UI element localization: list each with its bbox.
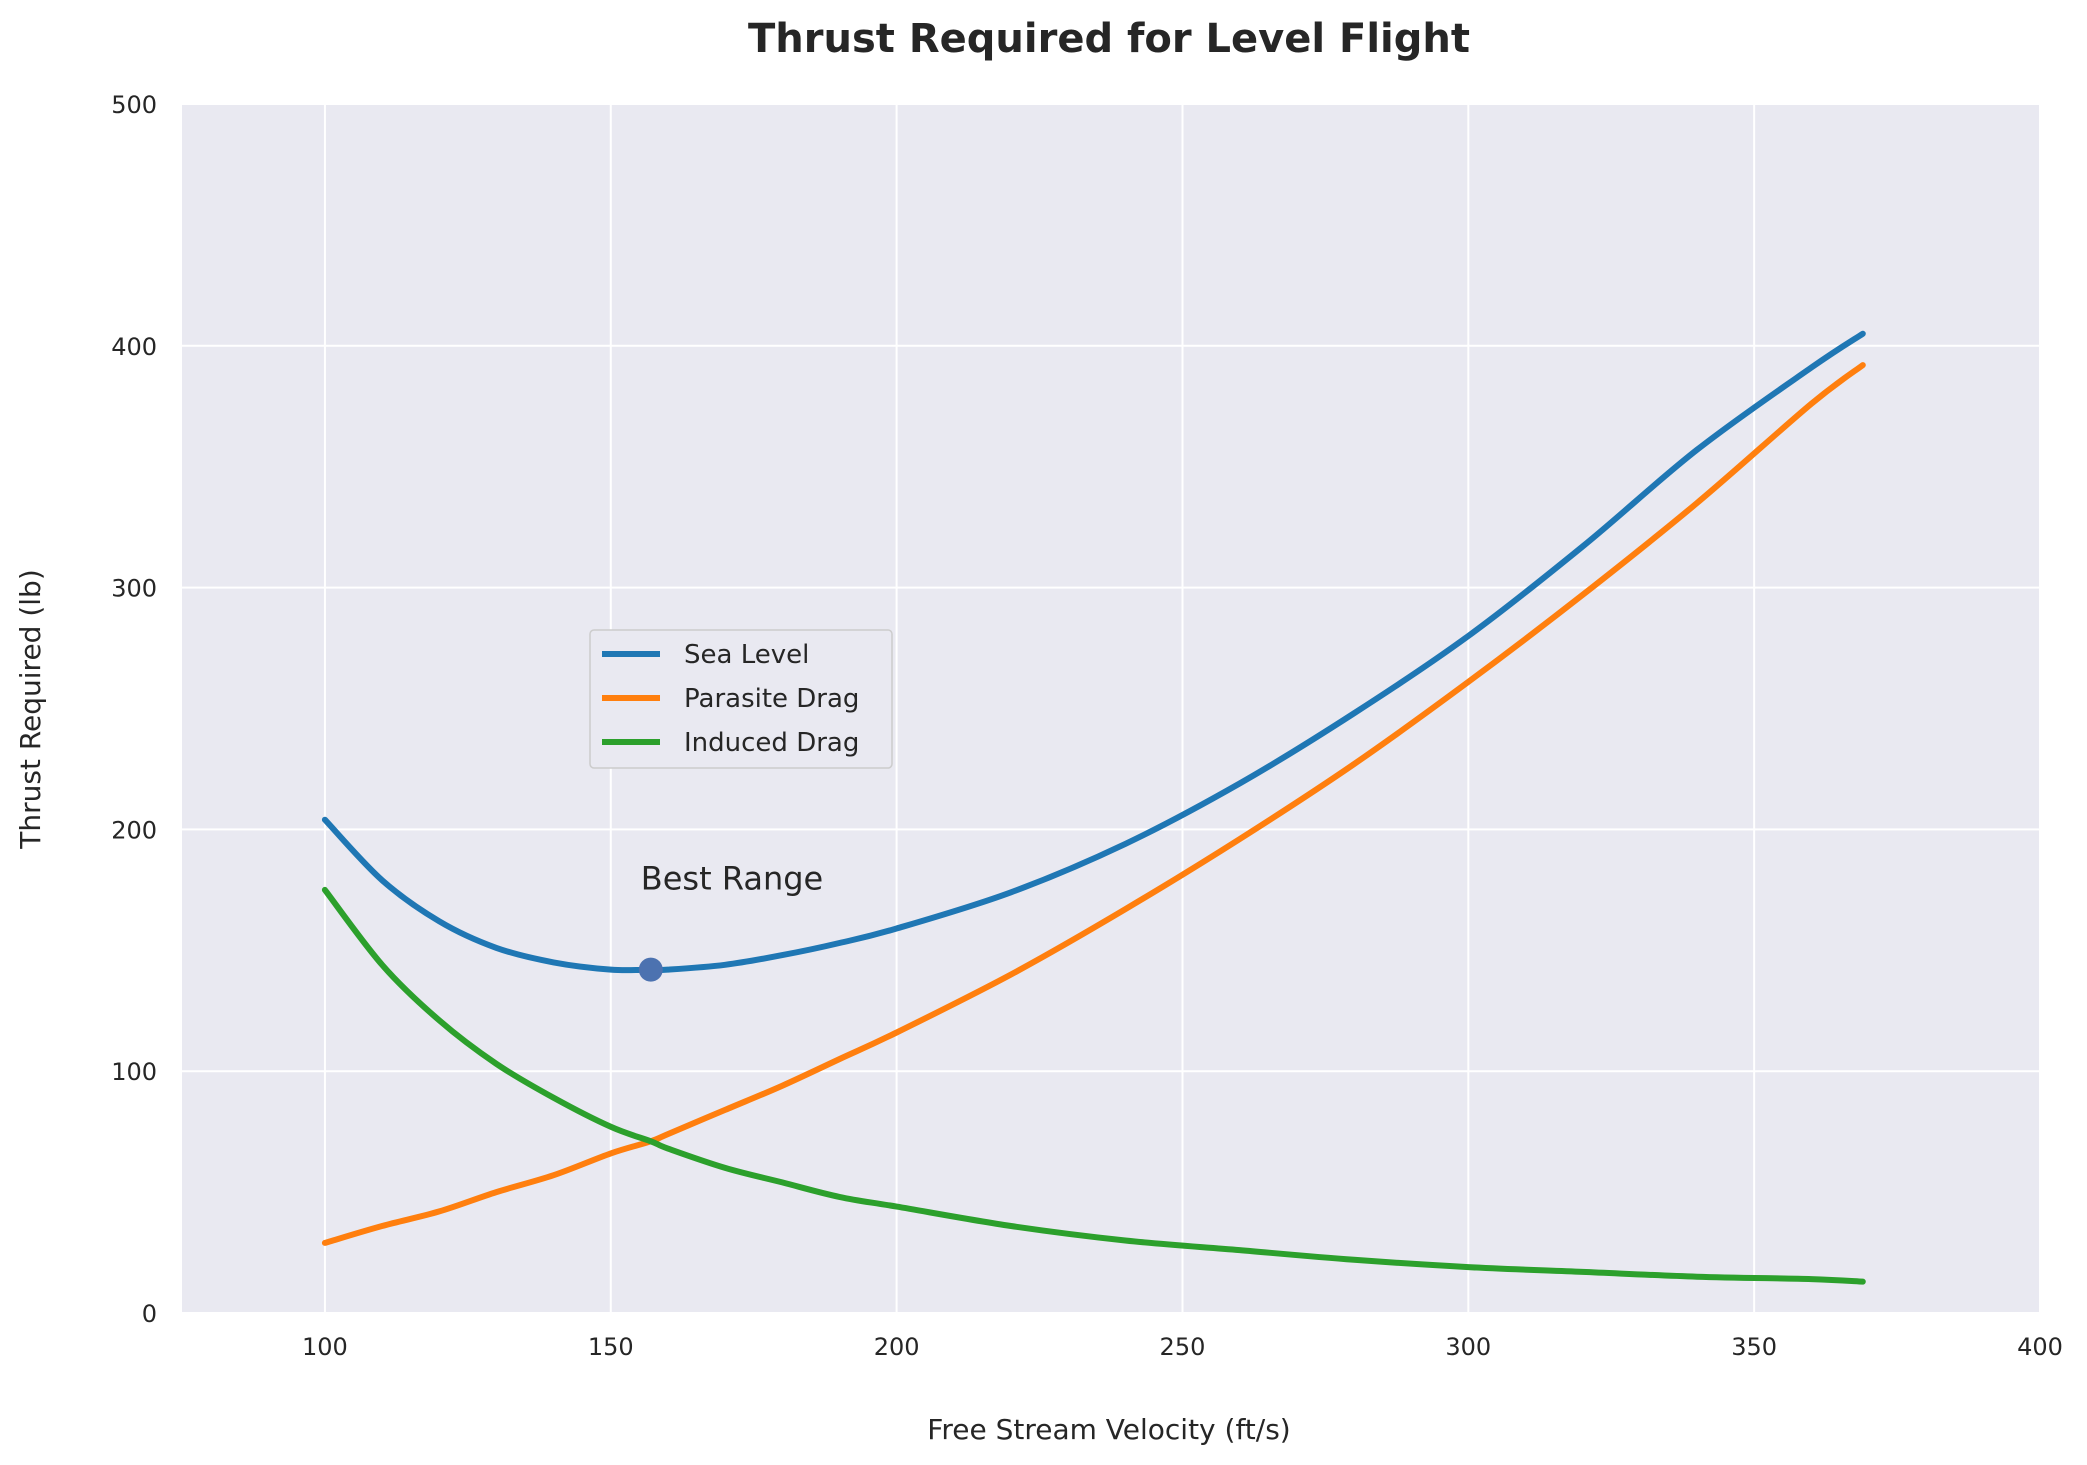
x-tick-label: 100	[302, 1333, 348, 1361]
legend-label: Sea Level	[684, 640, 809, 670]
y-axis-label: Thrust Required (lb)	[14, 569, 47, 850]
best-range-label: Best Range	[641, 860, 823, 898]
series-lines	[321, 330, 1866, 1285]
y-tick-label: 500	[111, 91, 157, 119]
grid-lines	[182, 103, 2041, 1314]
y-tick-label: 400	[111, 333, 157, 361]
x-tick-label: 350	[1731, 1333, 1777, 1361]
axis-ticks: 100 150 200 250 300 350 400 0 100 200 300 400 500	[111, 91, 2063, 1361]
y-tick-label: 300	[111, 575, 157, 603]
y-tick-label: 100	[111, 1058, 157, 1086]
best-range-marker	[638, 957, 663, 982]
legend-label: Parasite Drag	[684, 684, 859, 714]
series-line-sea-level	[321, 330, 1866, 974]
legend-box	[589, 629, 893, 769]
legend-label: Induced Drag	[684, 728, 859, 758]
x-tick-label: 300	[1445, 1333, 1491, 1361]
plot-area	[182, 104, 2040, 1313]
annotations: Best Range	[638, 860, 823, 982]
x-tick-label: 400	[2017, 1333, 2063, 1361]
chart-title: Thrust Required for Level Flight	[748, 16, 1470, 62]
legend: Sea Level Parasite Drag Induced Drag	[589, 629, 893, 769]
x-axis-label: Free Stream Velocity (ft/s)	[927, 1413, 1290, 1446]
series-line-parasite-drag	[321, 362, 1866, 1246]
series-line-induced-drag	[321, 886, 1866, 1285]
x-tick-label: 200	[874, 1333, 920, 1361]
x-tick-label: 250	[1160, 1333, 1206, 1361]
y-tick-label: 200	[111, 816, 157, 844]
x-tick-label: 150	[588, 1333, 634, 1361]
y-tick-label: 0	[142, 1300, 157, 1328]
